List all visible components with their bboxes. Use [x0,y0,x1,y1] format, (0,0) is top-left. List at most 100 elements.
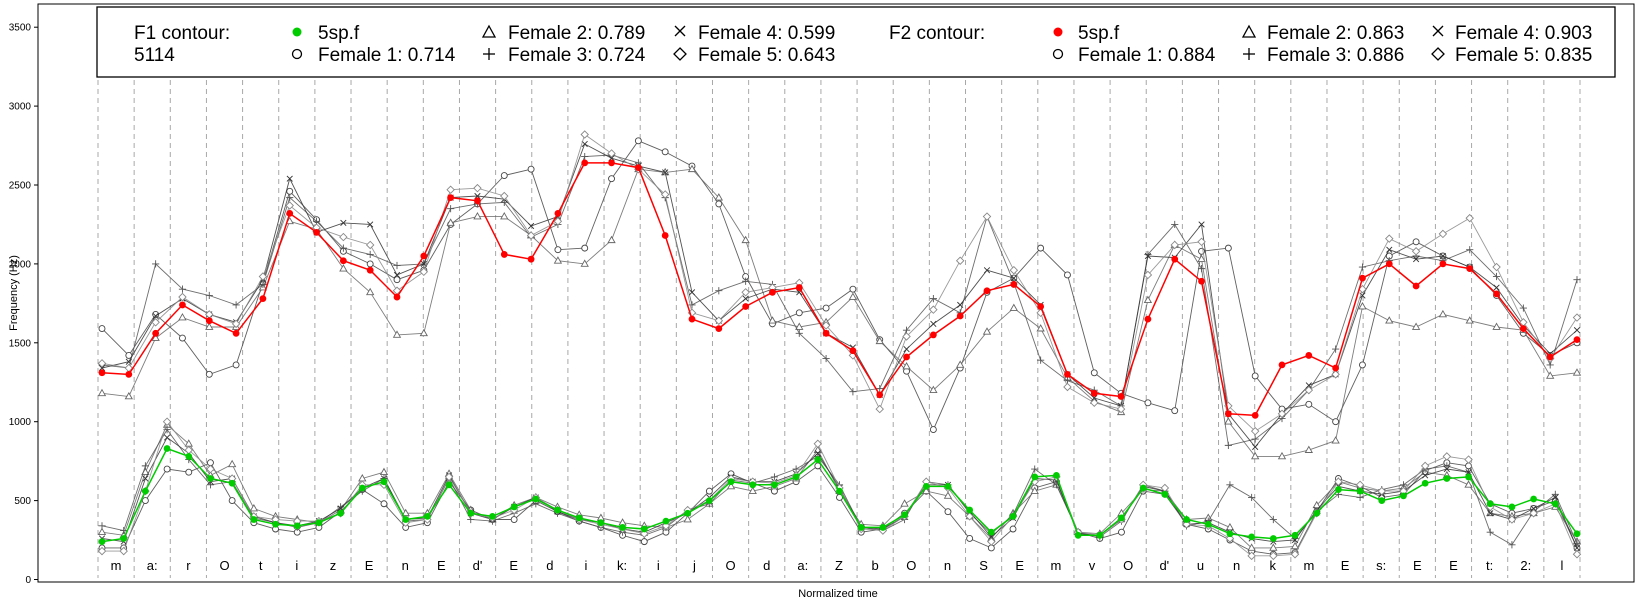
data-point [98,364,106,372]
data-point [510,516,518,523]
data-point [393,271,401,279]
data-point [608,155,615,162]
data-point [1090,389,1098,397]
data-point [748,486,757,494]
data-point [1465,473,1472,481]
data-point [554,506,561,514]
legend-entry-f2-female2: Female 2: 0.863 [1267,23,1404,44]
data-point [1269,535,1277,542]
data-point [339,257,347,265]
data-point [607,149,616,158]
data-point [1031,473,1039,481]
data-point [965,512,974,521]
segment-label: r [186,558,191,573]
data-point [1251,435,1259,443]
data-point [97,527,107,536]
data-point [1508,541,1516,549]
data-point [444,472,454,482]
data-point [1064,370,1071,378]
data-point [206,481,215,489]
data-point [987,537,996,546]
data-point [1465,316,1474,324]
f1-legend-title: F1 contour: [134,23,230,44]
data-point [1334,477,1343,486]
data-point [705,497,713,504]
data-point [1508,503,1516,511]
data-point [715,287,723,295]
data-point [983,287,991,295]
data-point [640,538,648,546]
legend-entry-f1-female3: Female 3: 0.724 [508,45,646,66]
data-point [259,295,267,303]
data-point [185,453,193,460]
data-point [1251,372,1259,380]
data-point [836,487,843,495]
data-point [1090,398,1099,408]
data-point [1411,322,1421,330]
data-point [286,210,294,217]
data-point [1486,528,1494,536]
data-point [987,528,995,536]
data-point [683,515,692,523]
data-point [554,210,562,217]
data-point [1464,480,1473,488]
data-point [1010,281,1018,288]
data-point [1290,550,1300,559]
data-point [661,232,669,239]
data-point [1443,475,1451,482]
data-point [930,320,937,327]
data-point [857,524,865,531]
data-point [366,287,375,296]
segment-label: z [330,558,337,573]
data-point [1063,382,1072,392]
data-point [688,301,696,309]
data-point [98,522,106,530]
legend-entry-f1-5sp: 5sp.f [318,23,360,44]
data-point [527,255,535,263]
data-point [1037,244,1045,252]
data-point [1331,436,1340,444]
series-f2-5sp-f [98,159,1581,419]
segment-label: m [111,558,122,573]
data-point [792,473,800,481]
data-point [419,267,429,277]
data-point [1492,322,1501,330]
legend-entry-f1-female2: Female 2: 0.789 [508,23,645,44]
data-point [1572,550,1582,559]
data-point [1197,265,1206,273]
segment-label: E [509,558,518,573]
data-point [607,235,616,244]
data-point [1438,229,1448,239]
data-point [1442,452,1452,461]
segment-label: m [1303,558,1314,573]
data-point [1248,533,1256,541]
data-point [1519,304,1527,312]
data-point [380,500,388,508]
legend-marker-plus-icon [483,48,495,60]
legend-marker-circle-icon [1052,48,1064,60]
data-point [1250,426,1260,436]
data-point [848,292,858,300]
data-point [337,509,345,517]
data-point [1356,487,1364,495]
data-point [742,303,750,310]
data-point [1304,445,1313,453]
data-point [554,246,562,254]
data-point [1377,486,1387,496]
data-point [1551,500,1559,508]
data-point [581,140,588,148]
data-point [1530,495,1538,503]
data-point [1010,274,1017,282]
data-point [944,482,952,490]
data-point [876,391,884,399]
data-point [1305,382,1312,389]
series-line [101,133,1578,432]
data-point [876,384,884,393]
legend-box [96,6,1616,78]
data-point [795,322,804,330]
data-point [955,256,965,265]
data-point [285,201,294,210]
data-point [1171,220,1179,229]
legend-marker-filled-circle-green [292,27,302,37]
